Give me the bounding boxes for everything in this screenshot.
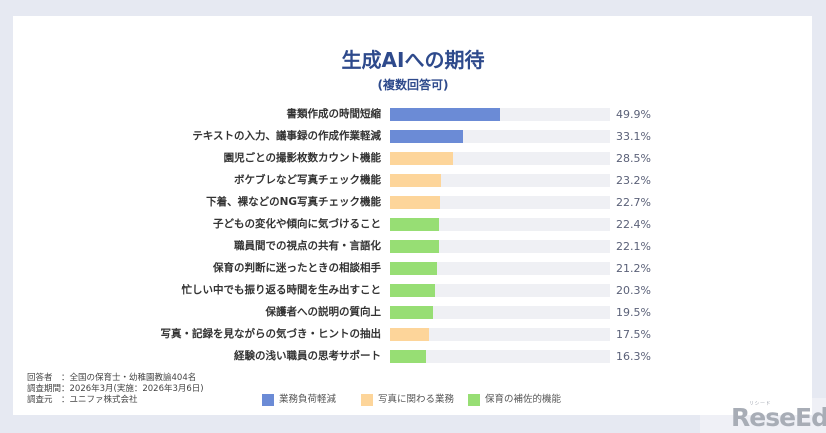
bar-track (390, 196, 610, 209)
bar-value: 20.3% (616, 284, 651, 297)
bar-row: 園児ごとの撮影枚数カウント機能 28.5% (0, 152, 826, 165)
chart-card (13, 16, 812, 415)
respondents-note: 回答者 ：全国の保育士・幼稚園教諭404名 (27, 373, 197, 383)
legend-label: 写真に関わる業務 (378, 394, 455, 405)
bar-label: ボケブレなど写真チェック機能 (234, 174, 381, 186)
bar-label: テキストの入力、議事録の作成作業軽減 (192, 130, 381, 142)
chart-subtitle: (複数回答可) (377, 78, 449, 92)
bar-value: 19.5% (616, 306, 651, 319)
bar-row: 子どもの変化や傾向に気づけること 22.4% (0, 218, 826, 231)
bar-track (390, 130, 610, 143)
bar-value: 23.2% (616, 174, 651, 187)
watermark-band (700, 398, 826, 433)
bar-fill (390, 108, 500, 121)
bar-fill (390, 284, 435, 297)
bar-value: 21.2% (616, 262, 651, 275)
bar-fill (390, 196, 440, 209)
bar-label: 書類作成の時間短縮 (286, 108, 382, 120)
bar-row: 保育の判断に迷ったときの相談相手 21.2% (0, 262, 826, 275)
bar-track (390, 174, 610, 187)
bar-track (390, 218, 610, 231)
bar-label: 子どもの変化や傾向に気づけること (213, 218, 381, 230)
bar-value: 17.5% (616, 328, 651, 341)
legend-label: 保育の補佐的機能 (485, 394, 562, 405)
bar-label: 写真・記録を見ながらの気づき・ヒントの抽出 (160, 328, 382, 340)
bar-fill (390, 130, 463, 143)
bar-value: 22.7% (616, 196, 651, 209)
chart-title: 生成AIへの期待 (341, 48, 485, 72)
survey-notes: 回答者 ：全国の保育士・幼稚園教諭404名 調査期間：2026年3月(実施：20… (27, 373, 204, 406)
bar-row: ボケブレなど写真チェック機能 23.2% (0, 174, 826, 187)
bar-track (390, 262, 610, 275)
bar-fill (390, 350, 426, 363)
bar-row: 保護者への説明の質向上 19.5% (0, 306, 826, 319)
bar-label: 保護者への説明の質向上 (265, 306, 382, 318)
legend-swatch-blue-icon (262, 394, 274, 406)
legend-label: 業務負荷軽減 (279, 394, 337, 405)
legend-swatch-green-icon (468, 394, 480, 406)
survey-period-note: 調査期間：2026年3月(実施：2026年3月6日) (27, 384, 204, 394)
bar-label: 下着、裸などのNG写真チェック機能 (206, 196, 381, 208)
bar-fill (390, 262, 437, 275)
bar-value: 33.1% (616, 130, 651, 143)
bar-fill (390, 152, 453, 165)
legend-swatch-orange-icon (361, 394, 373, 406)
bar-fill (390, 306, 433, 319)
bar-row: 忙しい中でも振り返る時間を生み出すこと 20.3% (0, 284, 826, 297)
bar-row: テキストの入力、議事録の作成作業軽減 33.1% (0, 130, 826, 143)
bar-track (390, 328, 610, 341)
bar-track (390, 152, 610, 165)
bar-fill (390, 174, 442, 187)
bar-row: 写真・記録を見ながらの気づき・ヒントの抽出 17.5% (0, 328, 826, 341)
bar-fill (390, 328, 429, 341)
bar-value: 16.3% (616, 350, 651, 363)
bar-label: 経験の浅い職員の思考サポート (234, 350, 381, 362)
watermark-logo: ReseEd リシード (731, 401, 826, 433)
bar-row: 経験の浅い職員の思考サポート 16.3% (0, 350, 826, 363)
bar-track (390, 350, 610, 363)
bar-label: 忙しい中でも振り返る時間を生み出すこと (181, 284, 382, 296)
survey-source-note: 調査元 ：ユニファ株式会社 (27, 395, 138, 405)
bar-row: 職員間での視点の共有・言語化 22.1% (0, 240, 826, 253)
bar-value: 22.1% (616, 240, 651, 253)
bar-fill (390, 240, 439, 253)
bar-track (390, 108, 610, 121)
bar-label: 職員間での視点の共有・言語化 (234, 240, 381, 252)
watermark-ruby-text: リシード (749, 401, 772, 407)
bar-fill (390, 218, 440, 231)
watermark-logo-text: ReseEd (731, 403, 826, 432)
bar-track (390, 284, 610, 297)
bar-row: 下着、裸などのNG写真チェック機能 22.7% (0, 196, 826, 209)
bar-value: 28.5% (616, 152, 651, 165)
bar-track (390, 306, 610, 319)
bar-value: 22.4% (616, 218, 651, 231)
bar-row: 書類作成の時間短縮 49.9% (0, 108, 826, 121)
bar-value: 49.9% (616, 108, 651, 121)
bar-label: 園児ごとの撮影枚数カウント機能 (223, 152, 381, 164)
bar-label: 保育の判断に迷ったときの相談相手 (213, 262, 381, 274)
bar-track (390, 240, 610, 253)
